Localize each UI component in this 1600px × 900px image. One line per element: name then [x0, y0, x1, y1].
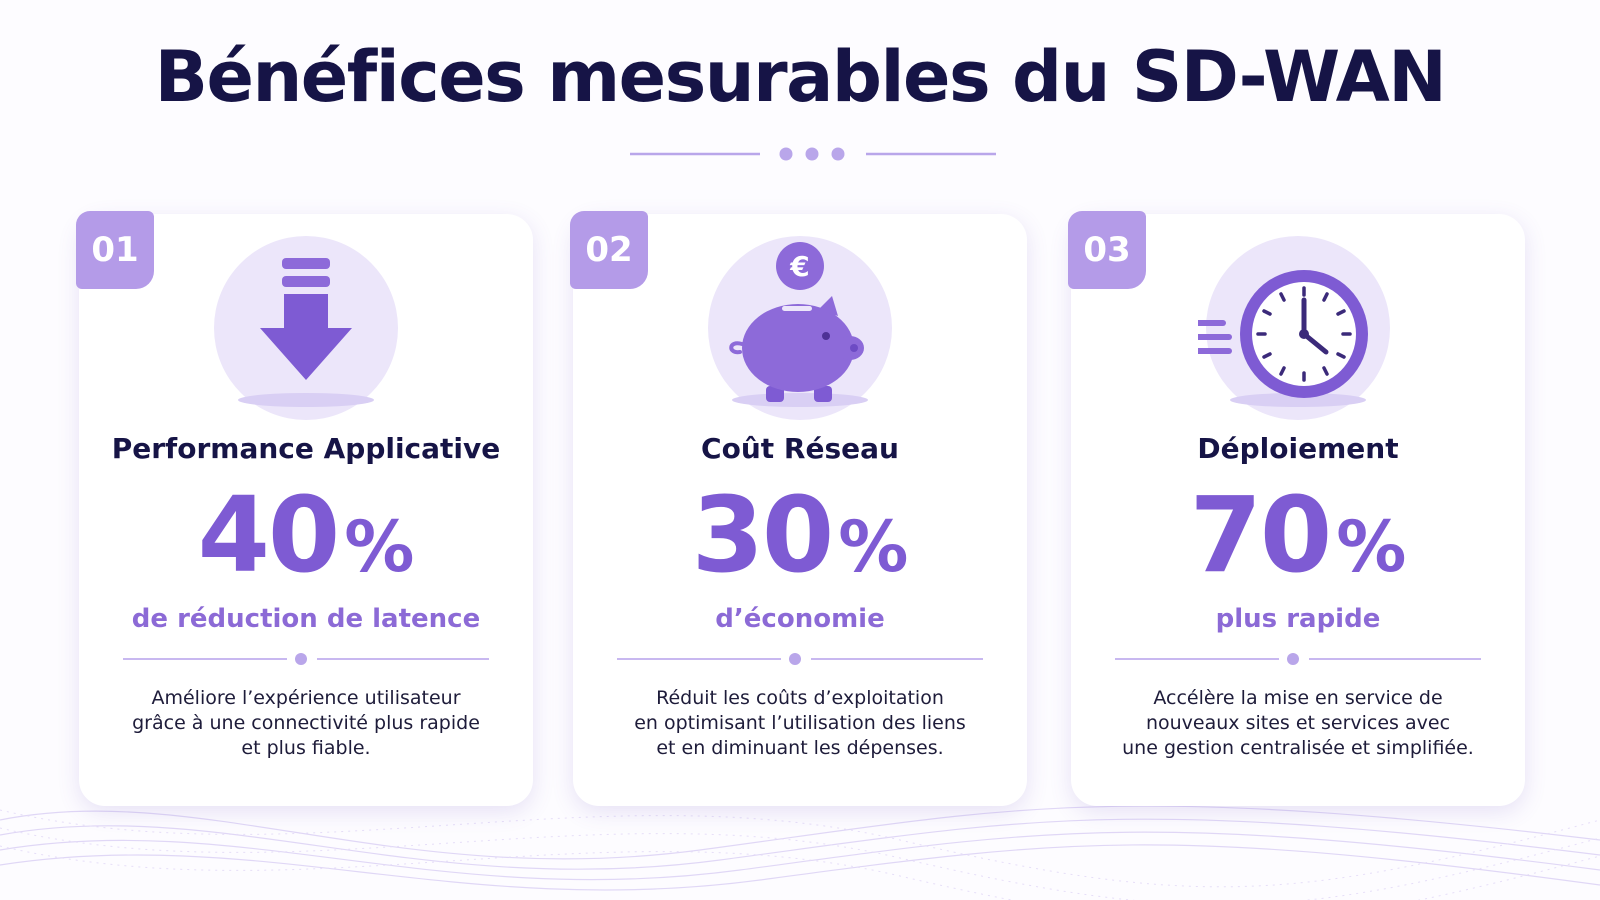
- description-line: et en diminuant les dépenses.: [656, 737, 944, 759]
- description-line: et plus fiable.: [241, 737, 371, 759]
- background-wave: [0, 805, 1600, 900]
- card-number-badge: 01: [76, 211, 154, 289]
- piggy-bank-euro-icon: €: [708, 236, 892, 420]
- stat-value: 30 %: [573, 474, 1027, 596]
- stat-unit: %: [1336, 506, 1407, 588]
- description-line: nouveaux sites et services avec: [1145, 712, 1451, 734]
- stat-unit: %: [838, 506, 909, 588]
- card-number-badge: 02: [570, 211, 648, 289]
- page-title: Bénéfices mesurables du SD-WAN: [154, 36, 1447, 118]
- description-line: une gestion centralisée et simplifiée.: [1122, 737, 1474, 759]
- fast-clock-icon: [1198, 236, 1390, 420]
- stat-value: 40 %: [79, 474, 533, 596]
- stat-label: d’économie: [715, 604, 885, 634]
- description-line: grâce à une connectivité plus rapide: [132, 712, 480, 734]
- stat-label: de réduction de latence: [131, 604, 481, 634]
- card-divider: [617, 653, 983, 665]
- card-title: Performance Applicative: [111, 432, 501, 465]
- stat-number: 40: [197, 474, 341, 596]
- stat-number: 70: [1189, 474, 1333, 596]
- title-divider: [630, 147, 996, 161]
- svg-text:€: €: [789, 250, 809, 283]
- card-description: Améliore l’expérience utilisateur grâce …: [99, 686, 513, 761]
- card-divider: [123, 653, 489, 665]
- description-line: Améliore l’expérience utilisateur: [151, 687, 461, 709]
- benefit-card-performance: 01 Performance Applicative 40 % de réduc…: [76, 211, 533, 806]
- card-number-badge: 03: [1068, 211, 1146, 289]
- stat-value: 70 %: [1071, 474, 1525, 596]
- arrow-down-icon: [214, 236, 398, 420]
- card-description: Réduit les coûts d’exploitation en optim…: [593, 686, 1007, 761]
- benefit-card-deployment: 03 Déploiement 70 % plus rapide: [1068, 211, 1525, 806]
- card-title: Coût Réseau: [701, 432, 899, 465]
- stat-unit: %: [344, 506, 415, 588]
- benefit-card-cost: 02 € Coût Réseau 30 % d’économie Réduit …: [570, 211, 1027, 806]
- card-divider: [1115, 653, 1481, 665]
- card-title: Déploiement: [1197, 432, 1399, 465]
- stat-number: 30: [691, 474, 835, 596]
- stat-label: plus rapide: [1215, 604, 1381, 634]
- description-line: Réduit les coûts d’exploitation: [656, 687, 944, 709]
- card-description: Accélère la mise en service de nouveaux …: [1091, 686, 1505, 761]
- description-line: en optimisant l’utilisation des liens: [634, 712, 966, 734]
- description-line: Accélère la mise en service de: [1153, 687, 1443, 709]
